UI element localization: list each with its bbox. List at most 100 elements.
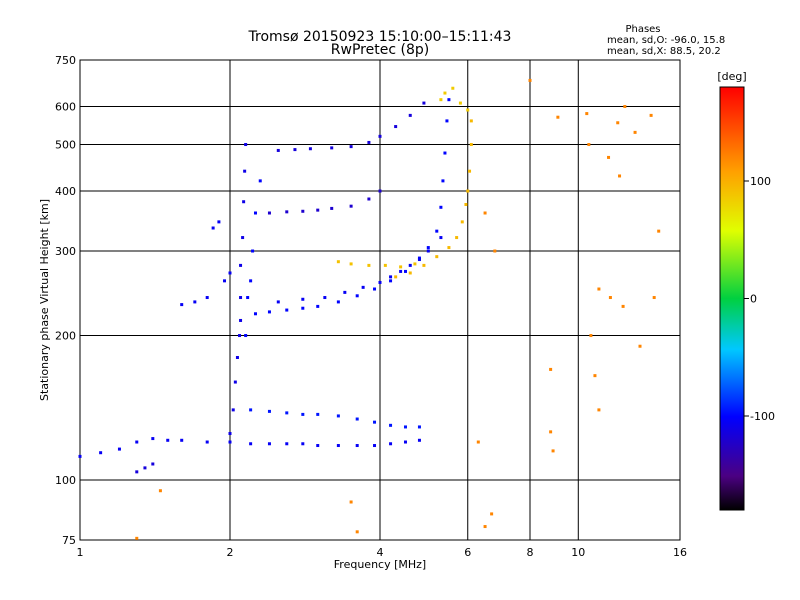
data-point [336, 414, 340, 418]
data-point [239, 263, 243, 267]
data-point [243, 169, 247, 173]
data-point [652, 296, 656, 300]
data-point [251, 249, 255, 253]
data-point [389, 275, 393, 279]
trace-x-echo-F [394, 119, 473, 279]
y-tick-label: 750 [55, 54, 76, 67]
data-point [99, 451, 103, 455]
data-point [301, 297, 305, 301]
data-point [623, 105, 627, 109]
colorbar-gradient [719, 86, 745, 511]
data-point [403, 269, 407, 273]
data-point [378, 280, 382, 284]
data-point [239, 296, 243, 300]
data-point [373, 444, 377, 448]
data-point [476, 440, 480, 444]
trace-x-echo-band [336, 260, 417, 269]
data-point [616, 121, 620, 125]
data-point [355, 417, 359, 421]
data-point [246, 296, 250, 300]
data-point [408, 271, 412, 275]
data-point [460, 220, 464, 224]
data-point [597, 287, 601, 291]
data-point [249, 442, 253, 446]
data-point [618, 174, 622, 178]
data-point [301, 442, 305, 446]
data-point [249, 408, 253, 412]
data-point [447, 98, 451, 102]
data-point [367, 197, 371, 201]
data-point [443, 91, 447, 95]
data-point [158, 489, 162, 493]
data-point [399, 269, 403, 273]
data-point [435, 255, 439, 259]
data-point [249, 279, 253, 283]
x-axis-label: Frequency [MHz] [334, 558, 426, 571]
colorbar-tick-label: 0 [750, 293, 757, 306]
data-point [235, 355, 239, 359]
data-point [649, 113, 653, 117]
trace-E-cusp-x [244, 179, 262, 338]
data-point [316, 208, 320, 212]
data-point [217, 220, 221, 224]
data-point [301, 306, 305, 310]
y-tick-label: 600 [55, 101, 76, 114]
trace-2F-multipath [276, 101, 426, 152]
data-point [336, 300, 340, 304]
data-point [244, 334, 248, 338]
data-point [435, 229, 439, 233]
data-point [451, 86, 455, 90]
data-point [205, 296, 209, 300]
data-points [78, 78, 661, 540]
data-point [330, 146, 334, 150]
data-point [383, 263, 387, 267]
colorbar-tick-label: 100 [750, 175, 771, 188]
data-point [301, 412, 305, 416]
data-point [443, 151, 447, 155]
data-point [193, 300, 197, 304]
data-point [228, 271, 232, 275]
data-point [166, 438, 170, 442]
data-point [367, 263, 371, 267]
trace-Es-lower [135, 462, 155, 474]
data-point [253, 312, 257, 316]
data-point [308, 147, 312, 151]
data-point [316, 412, 320, 416]
data-point [301, 209, 305, 213]
data-point [211, 226, 215, 230]
data-point [439, 98, 443, 102]
data-point [447, 246, 451, 250]
data-point [223, 279, 227, 283]
data-point [493, 249, 497, 253]
data-point [417, 438, 421, 442]
data-point [422, 263, 426, 267]
data-point [394, 125, 398, 129]
data-point [349, 500, 353, 504]
data-point [241, 236, 245, 240]
data-point [556, 115, 560, 119]
y-tick-label: 500 [55, 139, 76, 152]
data-point [373, 420, 377, 424]
data-point [389, 442, 393, 446]
data-point [135, 440, 139, 444]
plot-area [78, 59, 681, 541]
trace-x-echo-cusp [439, 86, 470, 112]
y-tick-label: 300 [55, 245, 76, 258]
data-point [258, 179, 262, 183]
data-point [490, 512, 494, 516]
data-point [389, 279, 393, 283]
data-point [349, 145, 353, 149]
data-point [441, 179, 445, 183]
data-point [355, 444, 359, 448]
data-point [361, 285, 365, 289]
data-point [483, 211, 487, 215]
trace-Es-layer [249, 408, 421, 429]
data-point [551, 449, 555, 453]
data-point [469, 143, 473, 147]
trace-E-cusp [228, 143, 248, 436]
data-point [285, 442, 289, 446]
x-tick-label: 4 [377, 546, 384, 559]
x-tick-label: 8 [527, 546, 534, 559]
data-point [349, 204, 353, 208]
